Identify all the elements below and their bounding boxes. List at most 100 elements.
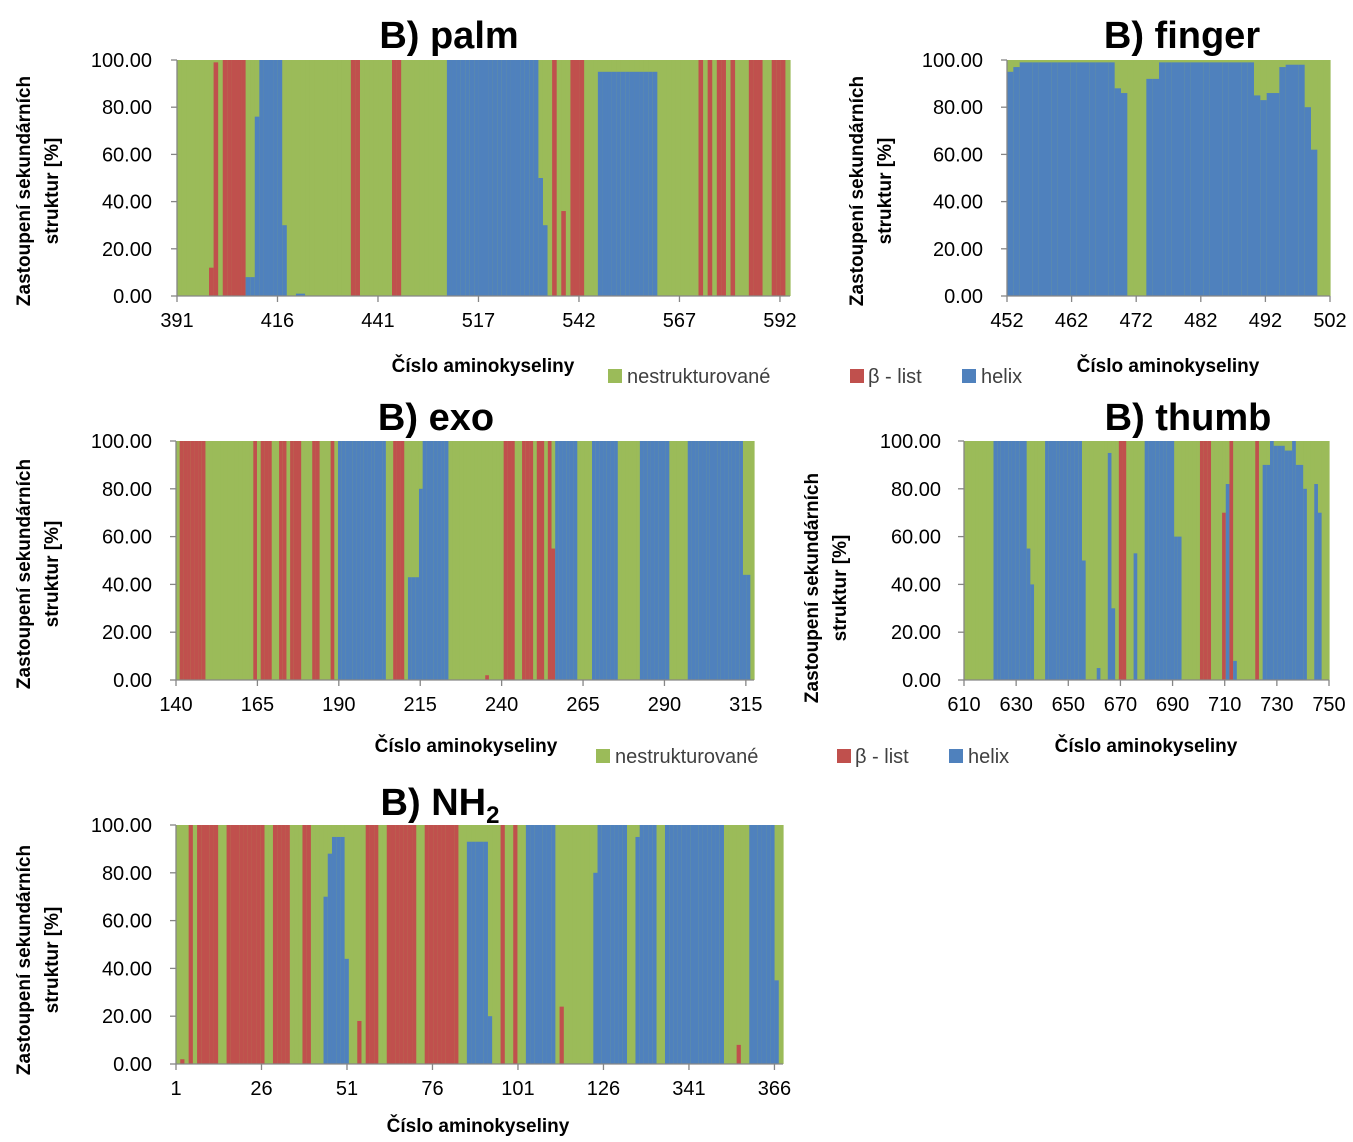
x-tick-label: 391 — [160, 310, 193, 332]
bar-helix — [1076, 62, 1084, 296]
x-axis-label: Číslo aminokyseliny — [1055, 735, 1238, 757]
bar-nestrukturovane — [680, 60, 686, 296]
bar-helix — [273, 60, 279, 296]
bar-beta-list — [449, 825, 455, 1064]
bar-beta-list — [454, 825, 460, 1064]
bar-helix — [1270, 441, 1275, 680]
x-tick-label: 542 — [562, 310, 595, 332]
bar-helix — [340, 836, 346, 1064]
bar-nestrukturovane — [1127, 60, 1135, 296]
bar-nestrukturovane — [300, 60, 306, 296]
bar-helix — [634, 71, 640, 296]
bar-helix — [1081, 560, 1087, 680]
bar-helix — [1225, 484, 1231, 680]
bar-helix — [597, 825, 603, 1064]
bar-helix — [268, 60, 274, 296]
bar-beta-list — [243, 825, 249, 1064]
bar-beta-list — [561, 211, 567, 296]
bar-helix — [456, 60, 462, 296]
bar-nestrukturovane — [1306, 441, 1312, 680]
bar-nestrukturovane — [305, 60, 311, 296]
bar-nestrukturovane — [209, 60, 215, 296]
y-axis-label: Zastoupení sekundárních — [14, 845, 35, 1075]
bar-helix — [1032, 62, 1040, 296]
bar-nestrukturovane — [218, 60, 224, 296]
bar-helix — [422, 441, 427, 680]
bar-helix — [1064, 62, 1071, 296]
bar-nestrukturovane — [1196, 441, 1201, 680]
bar-helix — [1007, 71, 1014, 296]
bar-nestrukturovane — [291, 60, 297, 296]
bar-helix — [614, 441, 619, 680]
bar-helix — [742, 574, 748, 680]
x-tick-label: 567 — [663, 310, 696, 332]
y-tick-label: 100.00 — [91, 50, 152, 72]
bar-nestrukturovane — [209, 441, 214, 680]
bar-nestrukturovane — [250, 60, 256, 296]
bar-nestrukturovane — [304, 441, 310, 680]
bar-nestrukturovane — [318, 60, 324, 296]
bar-nestrukturovane — [533, 441, 538, 680]
bar-nestrukturovane — [242, 441, 247, 680]
bar-helix — [1045, 441, 1050, 680]
bar-helix — [483, 60, 489, 296]
bar-nestrukturovane — [580, 825, 586, 1064]
bar-helix — [245, 277, 251, 296]
bar-beta-list — [390, 825, 396, 1064]
x-tick-label: 710 — [1208, 694, 1241, 716]
legend-label-nestrukturovane: nestrukturované — [615, 746, 758, 768]
bar-helix — [479, 841, 485, 1064]
bar-nestrukturovane — [561, 60, 567, 296]
bar-nestrukturovane — [660, 825, 666, 1064]
bar-helix — [451, 60, 457, 296]
bar-nestrukturovane — [448, 441, 453, 680]
bar-nestrukturovane — [487, 825, 493, 1064]
x-tick-label: 1 — [170, 1078, 181, 1100]
bar-helix — [345, 441, 350, 680]
bar-nestrukturovane — [632, 441, 637, 680]
bar-helix — [1067, 441, 1072, 680]
bar-nestrukturovane — [617, 441, 623, 680]
bar-helix — [259, 60, 265, 296]
bar-helix — [1262, 464, 1267, 680]
bar-nestrukturovane — [636, 441, 641, 680]
bar-nestrukturovane — [433, 60, 439, 296]
y-tick-label: 80.00 — [891, 479, 941, 501]
y-tick-label: 0.00 — [113, 286, 152, 308]
bar-helix — [648, 71, 654, 296]
bar-nestrukturovane — [580, 441, 586, 680]
chart-title-subscript: 2 — [486, 802, 499, 829]
bar-nestrukturovane — [286, 60, 292, 296]
bar-beta-list — [570, 60, 576, 296]
bar-helix — [1285, 64, 1293, 296]
bar-nestrukturovane — [1100, 441, 1105, 680]
bar-nestrukturovane — [1085, 441, 1090, 680]
bar-beta-list — [441, 825, 447, 1064]
bar-helix — [761, 825, 767, 1064]
x-tick-label: 140 — [159, 694, 192, 716]
bar-helix — [1273, 93, 1280, 296]
bar-nestrukturovane — [504, 825, 510, 1064]
bar-nestrukturovane — [361, 825, 367, 1064]
bar-nestrukturovane — [742, 441, 748, 680]
bar-nestrukturovane — [301, 441, 306, 680]
bar-helix — [711, 825, 717, 1064]
bar-nestrukturovane — [378, 60, 384, 296]
bar-helix — [1298, 64, 1306, 296]
y-tick-label: 0.00 — [113, 670, 152, 692]
x-tick-label: 101 — [501, 1078, 534, 1100]
bar-helix — [1107, 452, 1113, 680]
x-tick-label: 290 — [648, 694, 681, 716]
bar-beta-list — [179, 441, 184, 680]
chart-title-main: B) NH — [381, 782, 487, 824]
bar-nestrukturovane — [1310, 441, 1315, 680]
bar-helix — [1304, 107, 1312, 296]
bar-helix — [1174, 536, 1179, 680]
bar-helix — [378, 441, 383, 680]
bar-beta-list — [227, 60, 233, 296]
x-tick-label: 610 — [947, 694, 980, 716]
bar-helix — [525, 825, 531, 1064]
bar-helix — [639, 441, 645, 680]
bar-helix — [551, 825, 556, 1064]
bar-nestrukturovane — [1111, 441, 1116, 680]
